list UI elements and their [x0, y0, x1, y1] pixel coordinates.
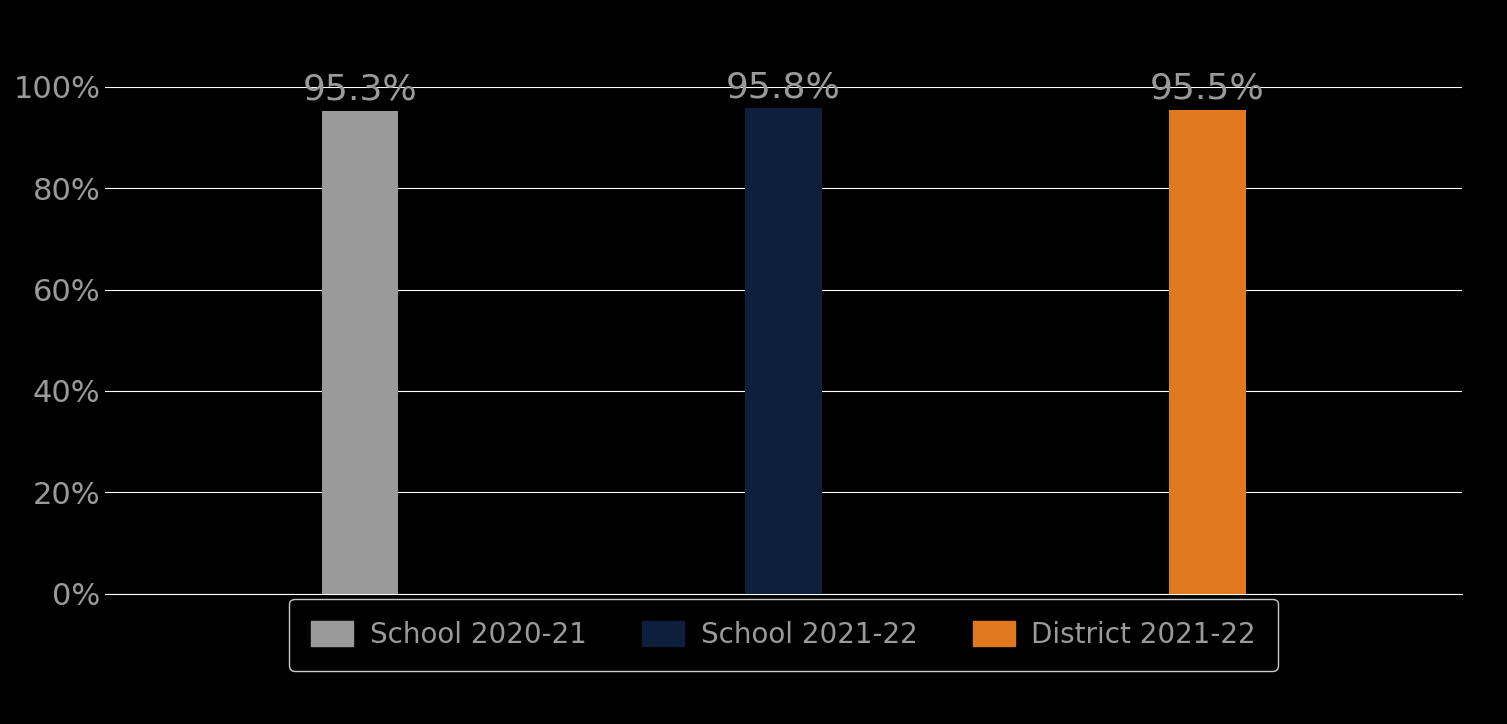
Legend: School 2020-21, School 2021-22, District 2021-22: School 2020-21, School 2021-22, District…: [289, 599, 1278, 671]
Bar: [746, 108, 821, 594]
Text: 95.8%: 95.8%: [726, 70, 841, 104]
Bar: [1169, 110, 1246, 594]
Bar: [321, 111, 398, 594]
Text: 95.3%: 95.3%: [303, 72, 417, 106]
Text: 95.5%: 95.5%: [1150, 72, 1264, 106]
